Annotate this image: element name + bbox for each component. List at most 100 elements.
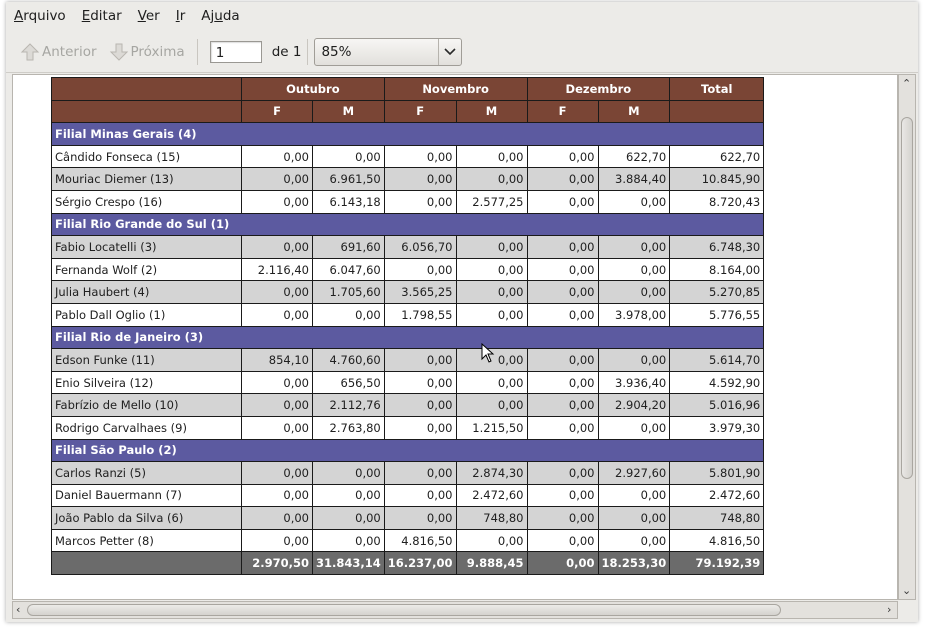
value-cell: 748,80 [455,506,528,530]
month-header: Novembro [383,77,528,101]
seller-name: Pablo Dall Oglio (1) [51,302,242,327]
value-cell: 0,00 [383,257,457,282]
seller-name: Enio Silveira (12) [51,370,242,395]
previous-page-button[interactable]: Anterior [14,37,103,67]
value-cell: 0,00 [241,370,313,395]
value-cell: 2.112,76 [312,393,385,417]
group-title: Filial Rio Grande do Sul (1) [50,212,765,237]
group-row: Filial Rio Grande do Sul (1) [50,212,765,237]
group-title: Filial Rio de Janeiro (3) [50,325,765,350]
value-cell: 0,00 [383,144,457,169]
value-cell: 0,00 [383,167,457,191]
value-cell: 0,00 [597,483,671,508]
value-cell: 6.961,50 [312,167,385,191]
menu-item[interactable]: Ir [168,8,194,24]
document-viewport[interactable]: Outubro Novembro Dezembro Total F M F M F M Filial… [12,74,898,600]
total-header: Total [669,77,765,101]
value-cell: 2.472,60 [455,483,528,508]
total-value-cell: 9.888,45 [455,551,528,576]
value-cell: 4.760,60 [312,348,385,372]
value-cell: 3.936,40 [597,370,671,395]
group-row: Filial São Paulo (2) [50,438,765,463]
value-cell: 0,00 [526,257,599,282]
menu-item-rest: da [222,8,240,24]
value-cell: 1.215,50 [455,415,528,440]
value-cell: 0,00 [597,415,671,440]
value-cell: 10.845,90 [669,167,765,191]
table-row: Pablo Dall Oglio (1) 0,00 0,00 1.798,55 0,00… [51,302,765,327]
zoom-dropdown-button[interactable] [438,39,461,65]
header-blank-cell [51,77,242,101]
menu-item[interactable]: Ajuda [193,8,247,24]
scroll-left-icon[interactable]: ‹ [16,603,21,616]
value-cell: 0,00 [597,189,671,214]
value-cell: 0,00 [455,302,528,327]
seller-name: Rodrigo Carvalhaes (9) [51,415,242,440]
seller-name: Sérgio Crespo (16) [51,189,242,214]
subheader-blank-cell [51,99,242,124]
table-row: Sérgio Crespo (16) 0,00 6.143,18 0,00 2.577,… [51,189,765,214]
scroll-down-icon[interactable]: ⌄ [902,584,912,597]
value-cell: 0,00 [241,506,313,530]
value-cell: 0,00 [455,370,528,395]
seller-name: Edson Funke (11) [51,348,242,372]
value-cell: 0,00 [526,235,599,259]
menu-item[interactable]: Ver [130,8,168,24]
value-cell: 0,00 [597,257,671,282]
horizontal-scrollbar[interactable]: ‹ › [12,601,898,619]
sales-report-table: Outubro Novembro Dezembro Total F M F M F M Filial… [50,77,765,576]
vertical-scrollbar[interactable]: ⌃ ⌄ [898,74,916,600]
value-cell: 0,00 [455,167,528,191]
table-row: Fabio Locatelli (3) 0,00 691,60 6.056,70 0,0… [51,235,765,259]
menu-item-mnemonic: A [14,8,24,24]
value-cell: 0,00 [312,461,385,485]
total-value-cell: 16.237,00 [383,551,457,576]
zoom-select[interactable]: 85% [314,38,463,66]
value-cell: 854,10 [241,348,313,372]
value-cell: 5.270,85 [669,280,765,304]
page-number-input[interactable]: 1 [209,41,262,63]
value-cell: 0,00 [597,235,671,259]
value-cell: 622,70 [597,144,671,169]
value-cell: 1.798,55 [383,302,457,327]
value-cell: 0,00 [241,461,313,485]
arrow-up-icon [20,43,40,61]
menu-item[interactable]: Arquivo [6,8,74,24]
value-cell: 0,00 [526,393,599,417]
value-cell: 622,70 [669,144,765,169]
scroll-up-icon[interactable]: ⌃ [902,77,912,90]
toolbar-separator [307,39,309,65]
next-page-button[interactable]: Próxima [103,37,191,67]
table-row: Enio Silveira (12) 0,00 656,50 0,00 0,00 0,00… [51,370,765,395]
menu-item-rest: ditar [90,8,122,24]
value-cell: 0,00 [455,144,528,169]
menu-item-mnemonic: u [214,8,223,24]
totals-row: 2.970,50 31.843,14 16.237,00 9.888,45 0,00 18… [51,551,765,576]
horizontal-scroll-thumb[interactable] [27,604,781,616]
table-row: Edson Funke (11) 854,10 4.760,60 0,00 0,00 0,… [51,348,765,372]
value-cell: 0,00 [526,483,599,508]
value-cell: 3.884,40 [597,167,671,191]
subheader-total-blank-cell [669,99,765,124]
value-cell: 0,00 [383,483,457,508]
seller-name: Julia Haubert (4) [51,280,242,304]
value-cell: 3.979,30 [669,415,765,440]
menu-item-prefix: Aj [201,8,215,24]
value-cell: 0,00 [455,393,528,417]
value-cell: 2.472,60 [669,483,765,508]
menu-item[interactable]: Editar [74,8,130,24]
group-row: Filial Rio de Janeiro (3) [50,325,765,350]
seller-name: Cândido Fonseca (15) [51,144,242,169]
page-count-label: de 1 [271,44,302,60]
table-row: Julia Haubert (4) 0,00 1.705,60 3.565,25 0,0… [51,280,765,304]
value-cell: 0,00 [241,528,313,553]
month-header: Outubro [241,77,385,101]
value-cell: 0,00 [241,167,313,191]
document-viewer-window: Arquivo Editar Ver Ir Ajuda Anterior Próxima… [6,2,918,622]
scroll-right-icon[interactable]: › [887,603,892,616]
gender-header: F [526,99,599,124]
value-cell: 0,00 [383,506,457,530]
value-cell: 3.565,25 [383,280,457,304]
vertical-scroll-thumb[interactable] [901,117,913,479]
seller-name: João Pablo da Silva (6) [51,506,242,530]
